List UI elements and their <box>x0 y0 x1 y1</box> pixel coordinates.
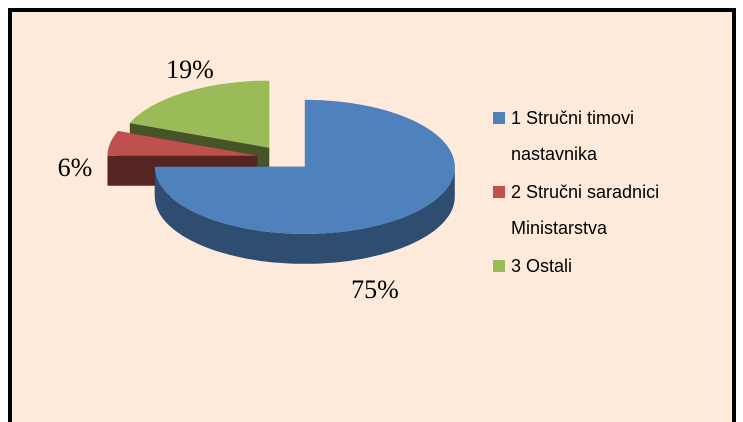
legend-entry: 3 Ostali <box>493 248 718 284</box>
data-label: 19% <box>166 55 214 84</box>
data-label: 75% <box>351 275 399 304</box>
slice <box>129 80 270 148</box>
legend-label: 3 Ostali <box>511 256 573 276</box>
page: {"chart_data": {"type": "pie", "categori… <box>8 8 736 422</box>
slice <box>107 131 258 156</box>
legend-entry: 1 Stručni timovi nastavnika <box>493 100 718 172</box>
chart: 75% 6% 19% <box>58 55 455 304</box>
legend: 1 Stručni timovi nastavnika 2 Stručni sar… <box>493 100 718 286</box>
legend-swatch <box>493 112 505 124</box>
legend-label: 2 Stručni saradnici Ministarstva <box>511 182 660 238</box>
legend-swatch <box>493 260 505 272</box>
data-label: 6% <box>58 153 93 182</box>
slice <box>154 99 455 234</box>
legend-entry: 2 Stručni saradnici Ministarstva <box>493 174 718 246</box>
legend-swatch <box>493 186 505 198</box>
legend-label: 1 Stručni timovi nastavnika <box>511 108 635 164</box>
slice-side <box>154 166 455 264</box>
